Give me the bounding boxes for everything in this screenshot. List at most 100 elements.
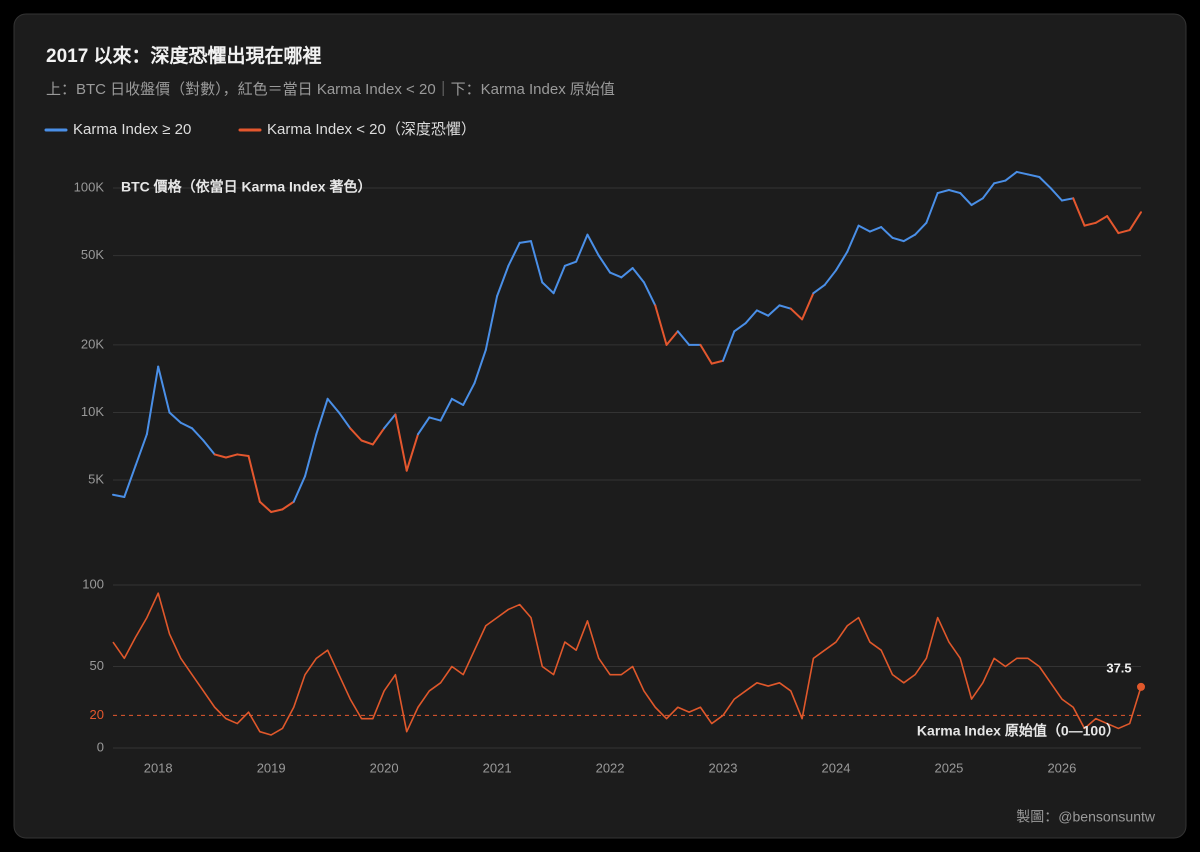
price-segment <box>202 439 216 456</box>
price-segment <box>699 343 713 365</box>
y-tick-label: 0 <box>97 739 104 754</box>
price-segment <box>304 433 318 478</box>
price-segment <box>496 264 510 298</box>
price-segment <box>1060 197 1075 202</box>
price-segment <box>812 283 826 295</box>
price-segment <box>450 397 465 406</box>
price-segment <box>224 453 239 459</box>
price-segment <box>394 413 408 472</box>
price-segment <box>1083 221 1097 227</box>
price-segment <box>326 397 340 414</box>
price-segment <box>1049 187 1063 202</box>
price-segment <box>767 304 781 317</box>
panel-label: Karma Index 原始值（0—100） <box>917 723 1120 739</box>
price-segment <box>1117 229 1131 235</box>
x-tick-label: 2023 <box>709 760 738 775</box>
price-segment <box>473 348 487 385</box>
x-tick-label: 2022 <box>596 760 625 775</box>
price-segment <box>993 179 1007 185</box>
price-segment <box>676 330 691 346</box>
price-segment <box>236 453 250 457</box>
last-point <box>1137 682 1145 691</box>
x-tick-label: 2021 <box>483 760 512 775</box>
price-segment <box>292 475 307 503</box>
price-segment <box>1072 197 1086 227</box>
price-segment <box>744 309 758 325</box>
price-segment <box>145 365 160 436</box>
x-tick-label: 2024 <box>822 760 851 775</box>
legend-label: Karma Index < 20（深度恐懼） <box>267 121 476 138</box>
price-segment <box>439 397 453 422</box>
price-segment <box>563 260 578 267</box>
price-segment <box>925 192 939 224</box>
price-segment <box>778 304 792 310</box>
legend-label: Karma Index ≥ 20 <box>73 121 191 138</box>
price-segment <box>823 269 837 286</box>
price-segment <box>507 241 521 267</box>
price-segment <box>1004 170 1018 182</box>
price-segment <box>360 439 374 446</box>
y-tick-label: 20 <box>90 707 104 722</box>
x-tick-label: 2019 <box>257 760 286 775</box>
price-segment <box>733 322 747 333</box>
y-tick-label: 10K <box>81 404 104 419</box>
price-segment <box>789 307 804 321</box>
price-segment <box>315 397 329 436</box>
price-segment <box>597 254 612 274</box>
price-segment <box>868 226 883 233</box>
y-tick-label: 50 <box>90 658 104 673</box>
price-segment <box>112 493 126 499</box>
price-segment <box>846 224 860 253</box>
price-segment <box>654 304 668 346</box>
chart-subtitle: 上：BTC 日收盤價（對數），紅色＝當日 Karma Index < 20｜下：… <box>46 81 615 98</box>
price-segment <box>349 427 363 442</box>
x-tick-label: 2025 <box>934 760 963 775</box>
price-segment <box>371 427 386 446</box>
price-segment <box>157 365 171 414</box>
price-segment <box>609 271 623 279</box>
y-tick-label: 100K <box>74 179 105 194</box>
price-segment <box>586 233 600 257</box>
x-tick-label: 2020 <box>370 760 399 775</box>
price-segment <box>1094 215 1109 224</box>
y-tick-label: 5K <box>88 471 104 486</box>
price-segment <box>801 292 815 321</box>
x-tick-label: 2026 <box>1047 760 1076 775</box>
last-value-label: 37.5 <box>1106 660 1131 675</box>
price-segment <box>1015 170 1030 176</box>
price-segment <box>1106 215 1120 235</box>
price-segment <box>891 236 905 243</box>
price-segment <box>642 281 657 307</box>
price-segment <box>914 221 928 236</box>
price-segment <box>575 233 589 263</box>
y-tick-label: 100 <box>82 576 104 591</box>
price-segment <box>134 433 148 467</box>
price-segment <box>620 267 634 279</box>
price-segment <box>179 421 194 430</box>
price-segment <box>247 454 261 503</box>
price-segment <box>1128 211 1142 232</box>
price-segment <box>722 330 736 362</box>
price-segment <box>383 413 397 430</box>
price-segment <box>337 411 352 430</box>
price-segment <box>405 433 420 472</box>
price-segment <box>631 267 645 284</box>
price-segment <box>755 309 770 317</box>
price-segment <box>281 500 295 511</box>
price-segment <box>857 224 871 233</box>
price-segment <box>191 427 205 442</box>
price-segment <box>970 197 984 207</box>
price-segment <box>552 264 566 295</box>
price-segment <box>168 411 182 424</box>
price-segment <box>270 508 284 514</box>
x-tick-label: 2018 <box>144 760 173 775</box>
price-segment <box>484 295 499 351</box>
price-segment <box>665 330 679 346</box>
credit: 製圖：@bensonsuntw <box>1016 809 1156 825</box>
y-tick-label: 20K <box>81 336 104 351</box>
karma-line <box>112 592 1142 736</box>
price-segment <box>947 189 962 195</box>
price-segment <box>213 453 227 459</box>
